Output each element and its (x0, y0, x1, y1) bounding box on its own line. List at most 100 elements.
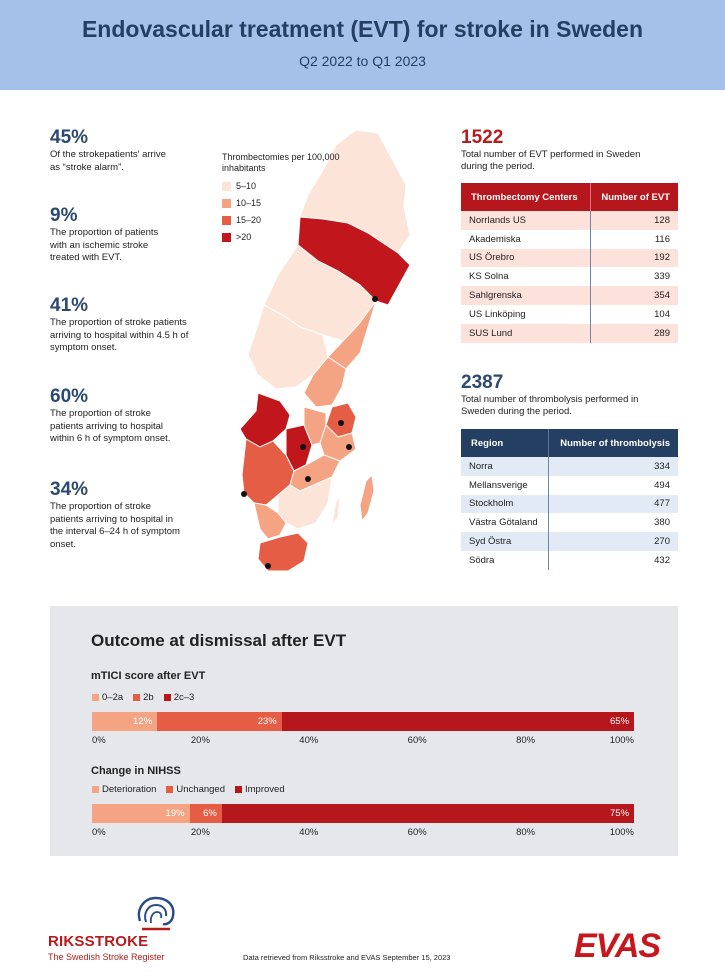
cell-name: Norrlands US (469, 214, 527, 226)
cell-value: 334 (547, 457, 678, 476)
legend-swatch (163, 694, 171, 701)
legend-item: 10–15 (222, 198, 347, 208)
legend-swatch-0 (222, 181, 231, 191)
hospital-dot-akademiska (338, 420, 344, 426)
stat-block-1: 9% The proportion of patients with an is… (50, 205, 170, 265)
legend-item: 0–2a (92, 692, 123, 703)
table-row: SUS Lund 289 (461, 323, 678, 343)
col-header-center: Thrombectomy Centers (471, 191, 578, 203)
riksstroke-logo: RIKSSTROKE The Swedish Stroke Register (48, 895, 178, 965)
cell-value: 494 (547, 475, 678, 495)
legend-swatch (92, 694, 99, 701)
table-header-row: Region Number of thrombolysis (461, 429, 678, 457)
map-region-oland (331, 495, 341, 526)
table-row: Stockholm 477 (461, 494, 678, 514)
cell-name: Mellansverige (469, 479, 528, 491)
bar-segment-label: 65% (610, 716, 630, 727)
stat-block-0: 45% Of the strokepatients' arrive as “st… (50, 127, 175, 174)
axis-tick-label: 100% (609, 827, 634, 838)
axis-tick-label: 0% (92, 827, 106, 838)
cell-name: Syd Östra (469, 536, 512, 548)
legend-label: Deterioration (102, 784, 157, 795)
legend-label: 0–2a (102, 692, 124, 703)
axis-tick-label: 40% (299, 735, 319, 746)
cell-value: 432 (547, 550, 678, 570)
table-row: Norra 334 (461, 457, 678, 476)
table-row: Södra 432 (461, 550, 678, 570)
outcome-title: Outcome at dismissal after EVT (91, 631, 347, 650)
stat-value: 45% (50, 127, 89, 148)
cell-value: 128 (589, 211, 678, 230)
riksstroke-tagline: The Swedish Stroke Register (48, 952, 165, 962)
stat-desc: The proportion of stroke patients arrivi… (50, 317, 189, 353)
hospital-dot-lund (265, 563, 271, 569)
stat-desc: The proportion of stroke patients arrivi… (50, 408, 171, 444)
hospital-dot-norrlands-us (372, 296, 378, 302)
cell-name: US Linköping (469, 308, 526, 320)
evas-logo: EVAS (574, 927, 662, 963)
legend-swatch (166, 786, 174, 793)
evas-wordmark: EVAS (574, 927, 661, 963)
hospital-dot-ks-solna (346, 444, 352, 450)
cell-value: 354 (589, 286, 678, 305)
thrombolysis-desc: Total number of thrombolysis performed i… (461, 394, 639, 417)
legend-item: 5–10 (222, 181, 347, 191)
legend-label: Unchanged (176, 784, 225, 795)
legend-item: 2c–3 (163, 692, 195, 703)
table-row: Syd Östra 270 (461, 532, 678, 551)
riksstroke-wordmark: RIKSSTROKE (48, 933, 149, 950)
cell-value: 339 (589, 267, 678, 287)
legend-item: Deterioration (92, 784, 156, 795)
legend-swatch-3 (222, 232, 231, 242)
evt-summary: 1522 Total number of EVT performed in Sw… (461, 127, 681, 173)
table-header-row: Thrombectomy Centers Number of EVT (461, 183, 678, 211)
stat-block-4: 34% The proportion of stroke patients ar… (50, 479, 180, 551)
legend-swatch (235, 786, 242, 793)
axis-tick-label: 80% (516, 827, 536, 838)
stacked-bar-mtici: 12% 23% 65% (92, 712, 634, 731)
legend-label: 2c–3 (173, 692, 195, 703)
bar-segment-label: 19% (165, 808, 185, 819)
stat-value: 34% (50, 479, 89, 500)
legend-label: >20 (236, 232, 252, 242)
table-row: US Örebro 192 (461, 248, 678, 268)
chart-legend-nihss: Deterioration Unchanged Improved (92, 784, 295, 795)
legend-swatch-2 (222, 215, 231, 225)
page-title: Endovascular treatment (EVT) for stroke … (81, 16, 644, 42)
legend-swatch-1 (222, 198, 231, 208)
legend-label: 10–15 (236, 198, 262, 208)
thrombolysis-summary: 2387 Total number of thrombolysis perfor… (461, 372, 681, 418)
bar-segment-0 (92, 712, 158, 731)
chart-legend-mtici: 0–2a 2b 2c–3 (92, 692, 204, 703)
stat-block-3: 60% The proportion of stroke patients ar… (50, 386, 180, 446)
hospital-dot-sahlgrenska (241, 491, 247, 497)
table-row: Sahlgrenska 354 (461, 286, 678, 305)
page-subtitle: Q2 2022 to Q1 2023 (299, 53, 426, 69)
cell-value: 270 (547, 532, 678, 551)
table-row: Mellansverige 494 (461, 475, 678, 495)
axis-ticks-nihss: 0% 20% 40% 60% 80% 100% (92, 827, 634, 839)
legend-item: 2b (133, 692, 154, 703)
axis-ticks-mtici: 0% 20% 40% 60% 80% 100% (92, 735, 634, 747)
map-region-stockholm (319, 424, 357, 462)
table-row: KS Solna 339 (461, 267, 678, 287)
hospital-dot-linkoping (305, 476, 311, 482)
thrombolysis-table: Region Number of thrombolysis Norra 334 M… (461, 429, 678, 570)
axis-tick-label: 60% (407, 827, 427, 838)
legend-item: >20 (222, 232, 347, 242)
bar-segment-1 (157, 712, 282, 731)
cell-value: 192 (589, 248, 678, 268)
stat-value: 9% (50, 205, 78, 226)
stat-desc: The proportion of stroke patients arrivi… (50, 501, 180, 550)
stat-desc: The proportion of patients with an ische… (50, 227, 159, 263)
axis-tick-label: 40% (299, 827, 319, 838)
legend-label: 2b (143, 692, 154, 703)
sweden-map (239, 129, 411, 572)
bar-segment-2 (222, 804, 634, 823)
evt-total: 1522 (461, 127, 504, 148)
stat-value: 60% (50, 386, 89, 407)
axis-tick-label: 20% (190, 735, 210, 746)
col-header-region: Region (471, 437, 504, 449)
footer-note: Data retrieved from Riksstroke and EVAS … (243, 953, 451, 962)
map-legend: Thrombectomies per 100,000 inhabitants 5… (222, 152, 347, 242)
